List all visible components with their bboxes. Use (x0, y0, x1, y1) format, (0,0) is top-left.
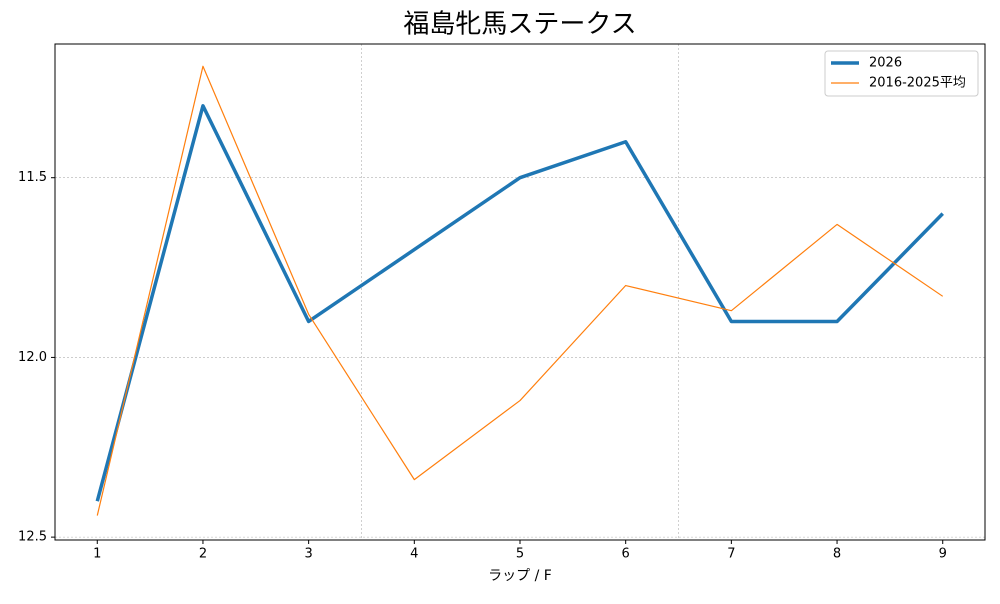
y-tick-label: 12.0 (18, 350, 47, 365)
x-tick-label: 9 (939, 547, 947, 562)
x-tick-label: 1 (93, 547, 101, 562)
x-tick-label: 8 (833, 547, 841, 562)
x-axis-label: ラップ / F (488, 568, 552, 584)
chart-title: 福島牝馬ステークス (403, 10, 636, 40)
plot-frame (54, 43, 986, 541)
x-tick-label: 4 (410, 547, 418, 562)
x-tick-label: 5 (516, 547, 524, 562)
y-tick-label: 11.5 (18, 170, 47, 185)
x-tick-label: 6 (622, 547, 630, 562)
x-tick-label: 2 (199, 547, 207, 562)
series-line (96, 65, 944, 516)
series-line (95, 104, 944, 502)
y-tick-label: 12.5 (18, 530, 47, 545)
x-tick-label: 7 (727, 547, 735, 562)
legend-box (824, 50, 979, 97)
x-tick-label: 3 (304, 547, 312, 562)
legend-label: 2026 (869, 56, 902, 71)
legend-label: 2016-2025平均 (869, 76, 966, 91)
